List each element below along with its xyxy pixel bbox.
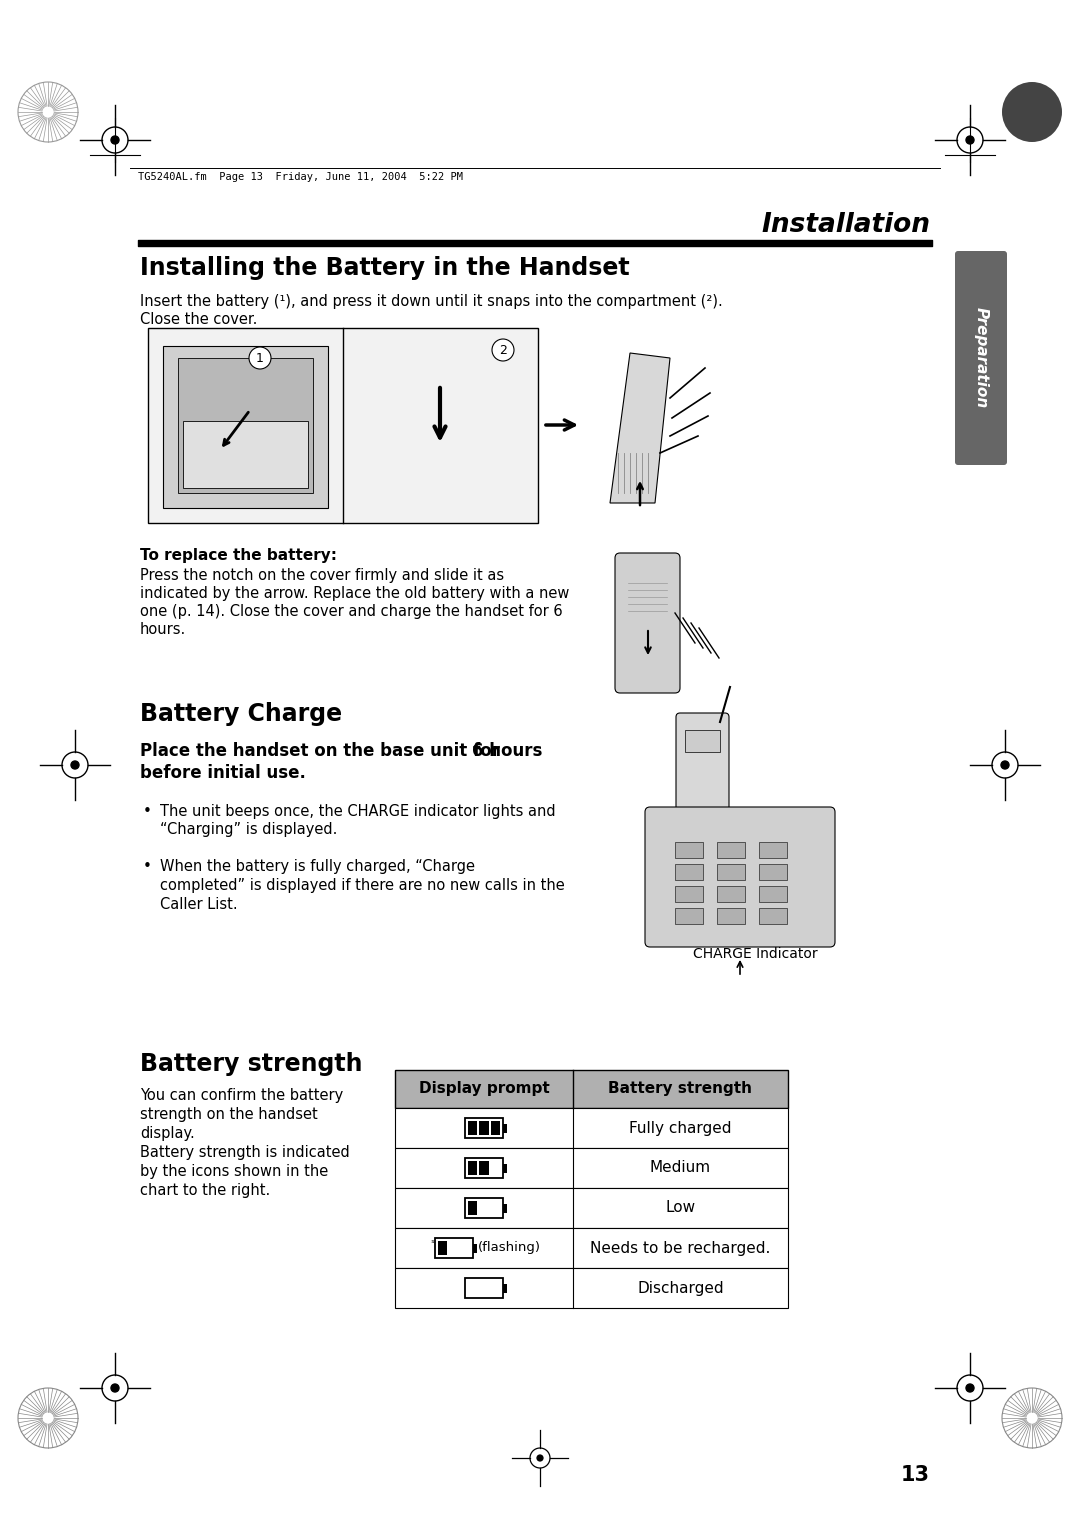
Bar [675,908,703,924]
Text: ˢ: ˢ [430,1239,434,1248]
Bar [395,1070,788,1108]
Bar [468,1122,477,1135]
Circle shape [249,347,271,368]
Text: TG5240AL.fm  Page 13  Friday, June 11, 2004  5:22 PM: TG5240AL.fm Page 13 Friday, June 11, 200… [138,173,463,182]
FancyBboxPatch shape [615,553,680,694]
Text: Low: Low [665,1201,696,1215]
Circle shape [111,136,119,144]
Bar [503,1284,507,1293]
Bar [675,842,703,859]
Polygon shape [163,345,328,507]
Bar [675,863,703,880]
Circle shape [111,1384,119,1392]
Text: Battery Charge: Battery Charge [140,701,342,726]
Text: You can confirm the battery: You can confirm the battery [140,1088,343,1103]
Bar [759,863,787,880]
Bar [490,1122,500,1135]
Text: Press the notch on the cover firmly and slide it as: Press the notch on the cover firmly and … [140,568,504,584]
Text: •: • [143,859,152,874]
Text: Close the cover.: Close the cover. [140,312,257,327]
Text: Caller List.: Caller List. [160,897,238,912]
Bar [435,1238,473,1258]
Text: (flashing): (flashing) [478,1241,541,1254]
Circle shape [966,1384,974,1392]
Bar [480,1122,488,1135]
Bar [148,329,538,523]
Text: 2: 2 [499,344,507,356]
Text: display.: display. [140,1126,194,1141]
Bar [675,886,703,902]
Bar [465,1198,503,1218]
Text: strength on the handset: strength on the handset [140,1106,318,1122]
Bar [438,1241,447,1254]
FancyBboxPatch shape [645,807,835,947]
Text: “Charging” is displayed.: “Charging” is displayed. [160,822,337,837]
Text: Battery strength: Battery strength [608,1082,753,1097]
Bar [759,908,787,924]
Bar [685,730,720,752]
Text: Battery strength: Battery strength [140,1051,363,1076]
Text: hours.: hours. [140,622,186,637]
Text: Installation: Installation [761,212,930,238]
Text: When the battery is fully charged, “Charge: When the battery is fully charged, “Char… [160,859,475,874]
Bar [717,886,745,902]
Text: Preparation: Preparation [973,307,988,408]
Circle shape [966,136,974,144]
Text: indicated by the arrow. Replace the old battery with a new: indicated by the arrow. Replace the old … [140,587,569,601]
Bar [178,358,313,494]
FancyBboxPatch shape [676,714,729,827]
Text: one (p. 14). Close the cover and charge the handset for 6: one (p. 14). Close the cover and charge … [140,604,563,619]
Circle shape [1002,83,1062,142]
Text: Display prompt: Display prompt [419,1082,550,1097]
FancyBboxPatch shape [955,251,1007,465]
Bar [468,1201,477,1215]
Text: Place the handset on the base unit for: Place the handset on the base unit for [140,743,505,759]
Text: completed” is displayed if there are no new calls in the: completed” is displayed if there are no … [160,879,565,892]
Bar [465,1277,503,1297]
Text: CHARGE Indicator: CHARGE Indicator [692,947,818,961]
Bar [473,1244,477,1253]
Text: 1: 1 [256,351,264,365]
Text: 6 hours: 6 hours [472,743,542,759]
Bar [395,1148,788,1187]
Bar [395,1229,788,1268]
Text: Installing the Battery in the Handset: Installing the Battery in the Handset [140,257,630,280]
Circle shape [1001,761,1009,769]
Text: before initial use.: before initial use. [140,764,306,782]
Bar [480,1161,488,1175]
Text: 13: 13 [901,1465,930,1485]
Bar [395,1187,788,1229]
Text: To replace the battery:: To replace the battery: [140,549,337,562]
Bar [183,422,308,487]
Text: Battery strength is indicated: Battery strength is indicated [140,1144,350,1160]
Bar [759,886,787,902]
Text: •: • [143,804,152,819]
Bar [759,842,787,859]
Bar [717,908,745,924]
Bar [465,1158,503,1178]
Bar [395,1108,788,1148]
Text: The unit beeps once, the CHARGE indicator lights and: The unit beeps once, the CHARGE indicato… [160,804,555,819]
Text: by the icons shown in the: by the icons shown in the [140,1164,328,1180]
Bar [395,1268,788,1308]
Circle shape [71,761,79,769]
Bar [503,1123,507,1132]
Text: Fully charged: Fully charged [630,1120,732,1135]
Bar [468,1161,477,1175]
Text: Needs to be recharged.: Needs to be recharged. [591,1241,771,1256]
Circle shape [537,1455,543,1461]
Polygon shape [610,353,670,503]
Bar [503,1163,507,1172]
Text: Discharged: Discharged [637,1280,724,1296]
Text: Insert the battery (¹), and press it down until it snaps into the compartment (²: Insert the battery (¹), and press it dow… [140,293,723,309]
Bar [503,1204,507,1213]
Text: Medium: Medium [650,1160,711,1175]
Text: chart to the right.: chart to the right. [140,1183,270,1198]
Circle shape [492,339,514,361]
Bar [717,863,745,880]
Bar [465,1118,503,1138]
Bar [717,842,745,859]
